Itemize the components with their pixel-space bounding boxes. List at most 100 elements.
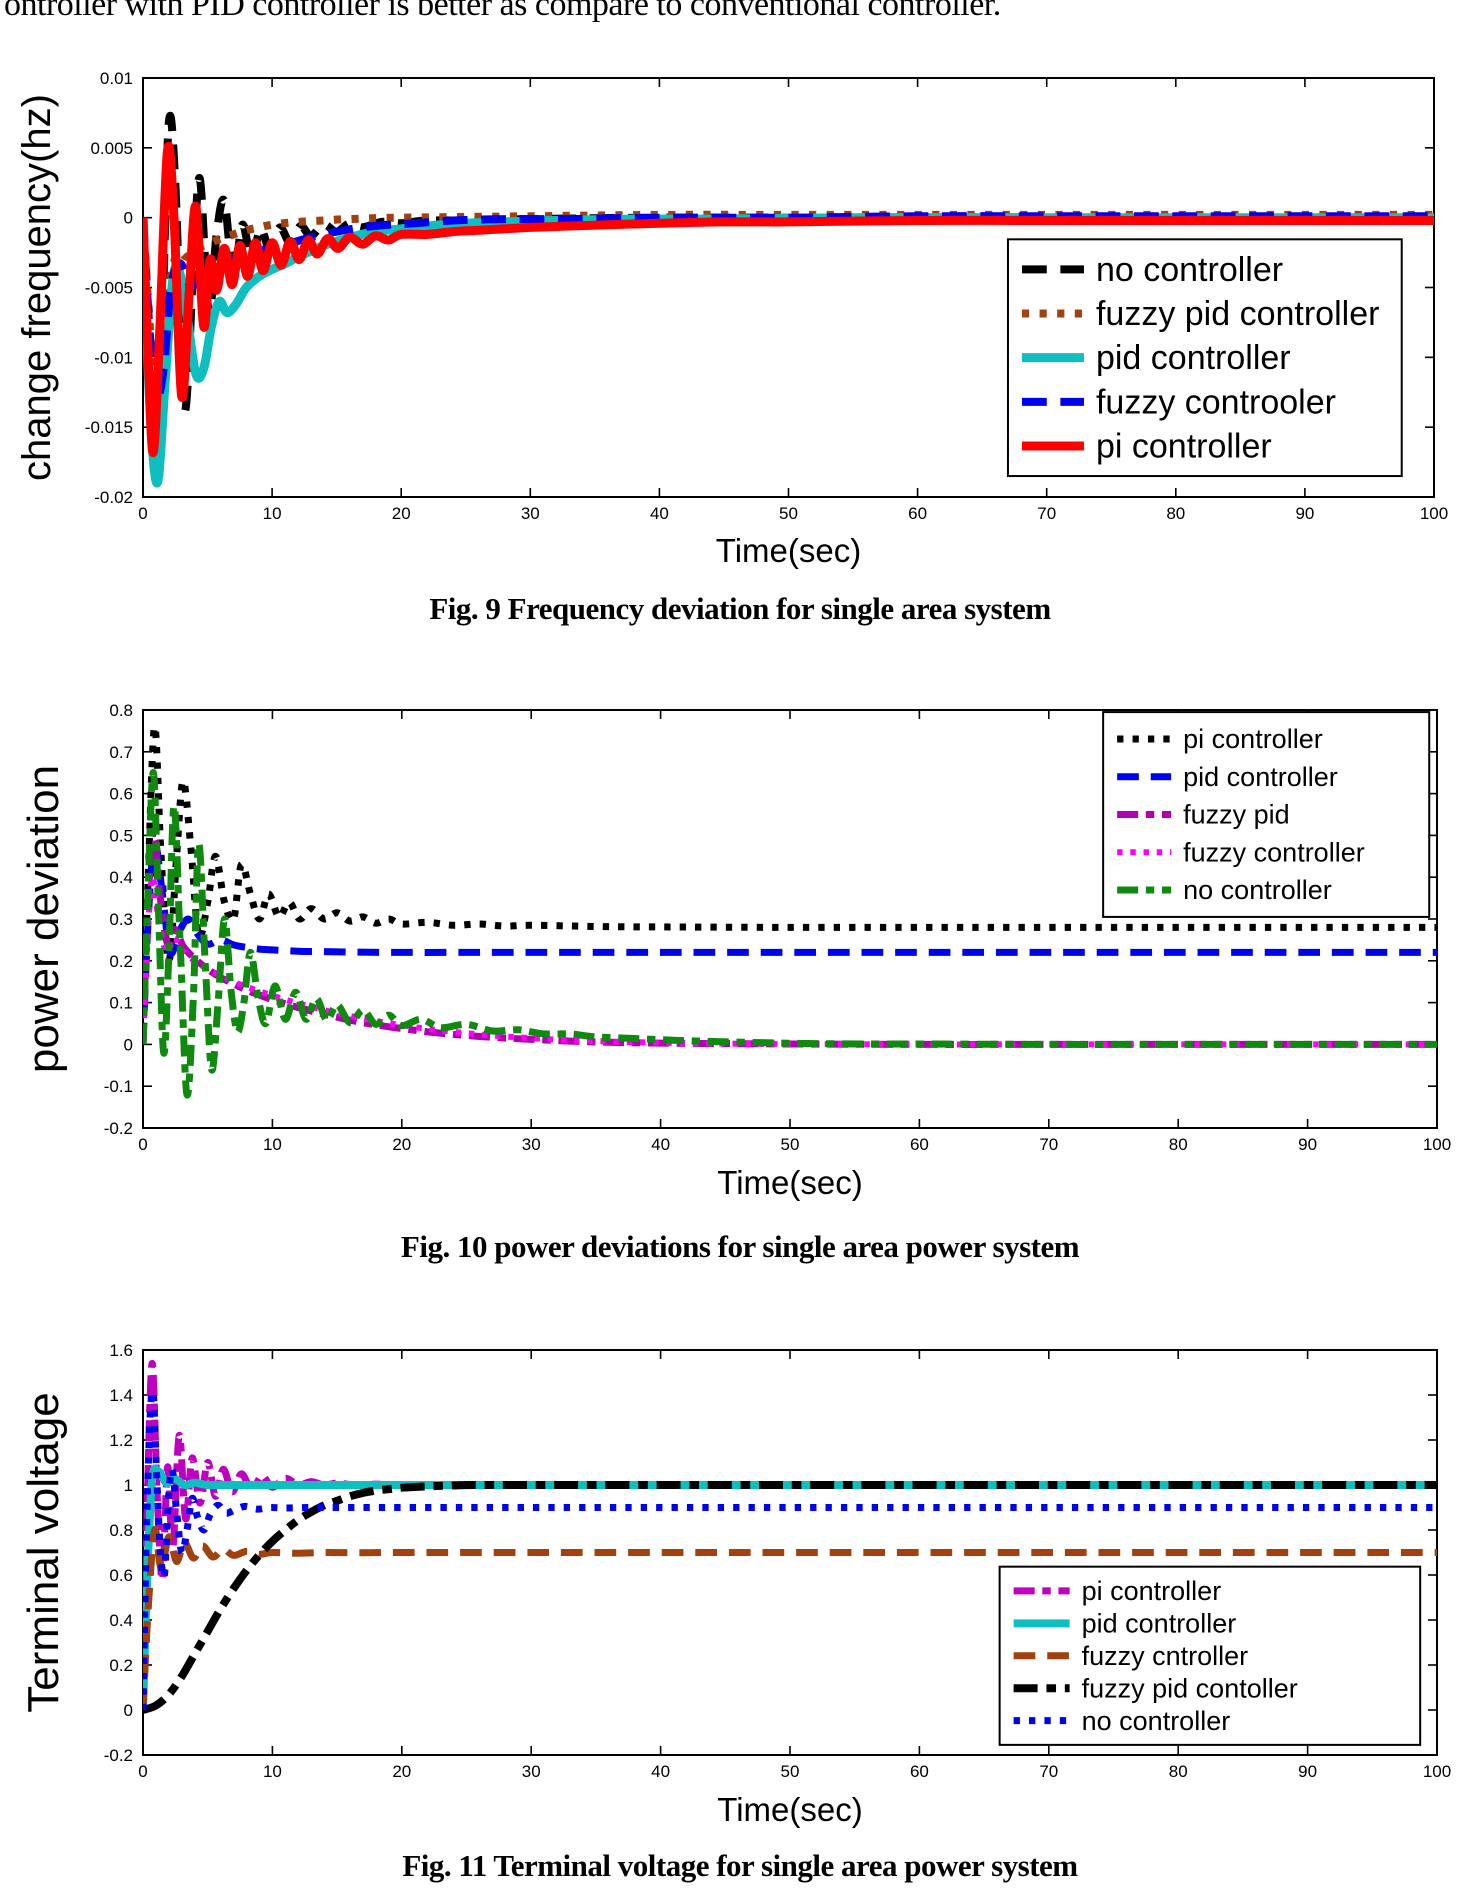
y-tick-label: 0.8 [109, 1521, 133, 1540]
x-tick-label: 30 [521, 504, 540, 523]
y-tick-label: 0 [124, 1035, 133, 1054]
legend-item-no-controller: no controller [1021, 251, 1283, 289]
x-tick-label: 30 [522, 1762, 541, 1781]
x-tick-label: 50 [779, 504, 798, 523]
legend-item-pid-controller: pid controller [1013, 1609, 1237, 1639]
x-tick-label: 60 [910, 1762, 929, 1781]
legend-item-fuzzy-controoler: fuzzy controoler [1021, 383, 1336, 421]
y-tick-label: -0.2 [104, 1119, 133, 1138]
y-axis-label: Terminal voltage [19, 1392, 68, 1712]
y-tick-label: 0 [124, 1701, 133, 1720]
x-tick-label: 20 [392, 1135, 411, 1154]
x-tick-label: 10 [263, 1762, 282, 1781]
legend-item-pi-controller: pi controller [1117, 724, 1323, 754]
x-tick-label: 40 [650, 504, 669, 523]
legend-item-pi-controller: pi controller [1021, 428, 1272, 466]
legend-label: fuzzy controoler [1096, 383, 1336, 421]
figure-11-caption: Fig. 11 Terminal voltage for single area… [402, 1848, 1078, 1883]
x-tick-label: 30 [522, 1135, 541, 1154]
y-tick-label: 0.3 [109, 910, 133, 929]
x-tick-label: 90 [1298, 1135, 1317, 1154]
y-axis-label: power deviation [19, 765, 68, 1073]
x-tick-label: 10 [263, 1135, 282, 1154]
chart-power-deviation: 0 10 20 30 40 50 60 70 80 90 100 0.8 0.7 0.6 0.5 0.4 0.3… [0, 688, 1480, 1213]
paragraph-fragment: ontroller with PID controller is better … [4, 0, 1476, 30]
figure-10: 0 10 20 30 40 50 60 70 80 90 100 0.8 0.7 0.6 0.5 0.4 0.3… [0, 688, 1480, 1265]
legend-label: fuzzy pid contoller [1082, 1673, 1298, 1703]
x-tick-label: 60 [908, 504, 927, 523]
y-tick-label: -0.2 [104, 1746, 133, 1765]
y-tick-label: -0.02 [94, 488, 133, 507]
figure-9: 0 10 20 30 40 50 60 70 80 90 100 0.01 0.005 0 -0.005 -0… [0, 60, 1480, 627]
chart-svg-terminal-voltage: 0 10 20 30 40 50 60 70 80 90 100 1.6 1.4 1.2 1 0.8 0.6 0.… [19, 1341, 1451, 1828]
y-tick-label: 0.1 [109, 994, 133, 1013]
y-axis-label: change frequency(hz) [15, 94, 59, 481]
x-tick-label: 100 [1420, 504, 1448, 523]
x-tick-label: 70 [1039, 1762, 1058, 1781]
legend: pi controller pid controller fuzzy pid fuzz… [1102, 711, 1431, 918]
y-tick-label: 0.8 [109, 701, 133, 720]
y-tick-label: -0.005 [85, 279, 133, 298]
x-tick-label: 10 [263, 504, 282, 523]
series-pi-controller [143, 723, 1437, 1045]
legend-label: pid controller [1082, 1609, 1237, 1639]
legend-label: no controller [1082, 1706, 1231, 1736]
y-tick-label: 0.5 [109, 826, 133, 845]
x-tick-label: 100 [1423, 1135, 1451, 1154]
x-tick-label: 0 [138, 504, 147, 523]
legend-item-no-controller: no controller [1013, 1706, 1231, 1736]
y-tick-label: 1.6 [109, 1341, 133, 1360]
chart-svg-change-frequency-hz: 0 10 20 30 40 50 60 70 80 90 100 0.01 0.005 0 -0.005 -0… [15, 69, 1448, 569]
legend-label: fuzzy cntroller [1082, 1641, 1249, 1671]
x-tick-label: 40 [651, 1135, 670, 1154]
y-tick-label: 0.005 [90, 139, 133, 158]
y-tick-label: 0.2 [109, 952, 133, 971]
legend-label: no controller [1183, 875, 1332, 905]
legend-item-pi-controller: pi controller [1013, 1576, 1222, 1606]
y-tick-label: -0.01 [94, 348, 133, 367]
y-tick-label: -0.1 [104, 1077, 133, 1096]
x-axis-label: Time(sec) [717, 1164, 862, 1201]
series-no-controller [143, 1387, 1437, 1711]
y-tick-label: 1.2 [109, 1431, 133, 1450]
x-axis-label: Time(sec) [716, 532, 861, 569]
legend-box [998, 1565, 1422, 1746]
series-fuzzy-cntroller [143, 1526, 1437, 1711]
x-tick-label: 0 [138, 1135, 147, 1154]
x-tick-label: 80 [1169, 1135, 1188, 1154]
y-tick-label: 0.6 [109, 1566, 133, 1585]
legend-item-no-controller: no controller [1117, 875, 1332, 905]
series-fuzzy-pid-contoller [143, 1480, 1437, 1714]
y-tick-label: 1 [124, 1476, 133, 1495]
series-no-controller [143, 769, 1437, 1099]
x-tick-label: 90 [1298, 1762, 1317, 1781]
legend-item-fuzzy-pid: fuzzy pid [1117, 800, 1290, 830]
paragraph-fragment-text: ontroller with PID controller is better … [4, 0, 1001, 23]
y-tick-label: 0.4 [109, 868, 133, 887]
y-tick-label: 0 [124, 209, 133, 228]
y-tick-label: 0.6 [109, 785, 133, 804]
figure-11: 0 10 20 30 40 50 60 70 80 90 100 1.6 1.4 1.2 1 0.8 0.6 0.… [0, 1328, 1480, 1884]
legend-item-pid-controller: pid controller [1117, 762, 1338, 792]
y-tick-label: 0.01 [100, 69, 133, 88]
legend-label: fuzzy pid controller [1096, 295, 1379, 333]
figure-9-caption: Fig. 9 Frequency deviation for single ar… [429, 591, 1051, 626]
x-tick-label: 80 [1166, 504, 1185, 523]
legend-item-fuzzy-pid-contoller: fuzzy pid contoller [1013, 1673, 1298, 1703]
legend-label: pi controller [1183, 724, 1323, 754]
y-tick-label: 0.7 [109, 743, 133, 762]
x-tick-label: 80 [1169, 1762, 1188, 1781]
x-tick-label: 20 [392, 504, 411, 523]
x-tick-label: 90 [1295, 504, 1314, 523]
x-tick-label: 20 [392, 1762, 411, 1781]
legend-item-fuzzy-pid-controller: fuzzy pid controller [1021, 295, 1379, 333]
legend-label: pid controller [1096, 339, 1291, 377]
x-tick-label: 100 [1423, 1762, 1451, 1781]
legend-label: pi controller [1082, 1576, 1222, 1606]
series-pi-controller [143, 141, 1434, 457]
x-tick-label: 40 [651, 1762, 670, 1781]
figure-10-caption: Fig. 10 power deviations for single area… [400, 1229, 1080, 1264]
legend-label: no controller [1096, 251, 1283, 289]
